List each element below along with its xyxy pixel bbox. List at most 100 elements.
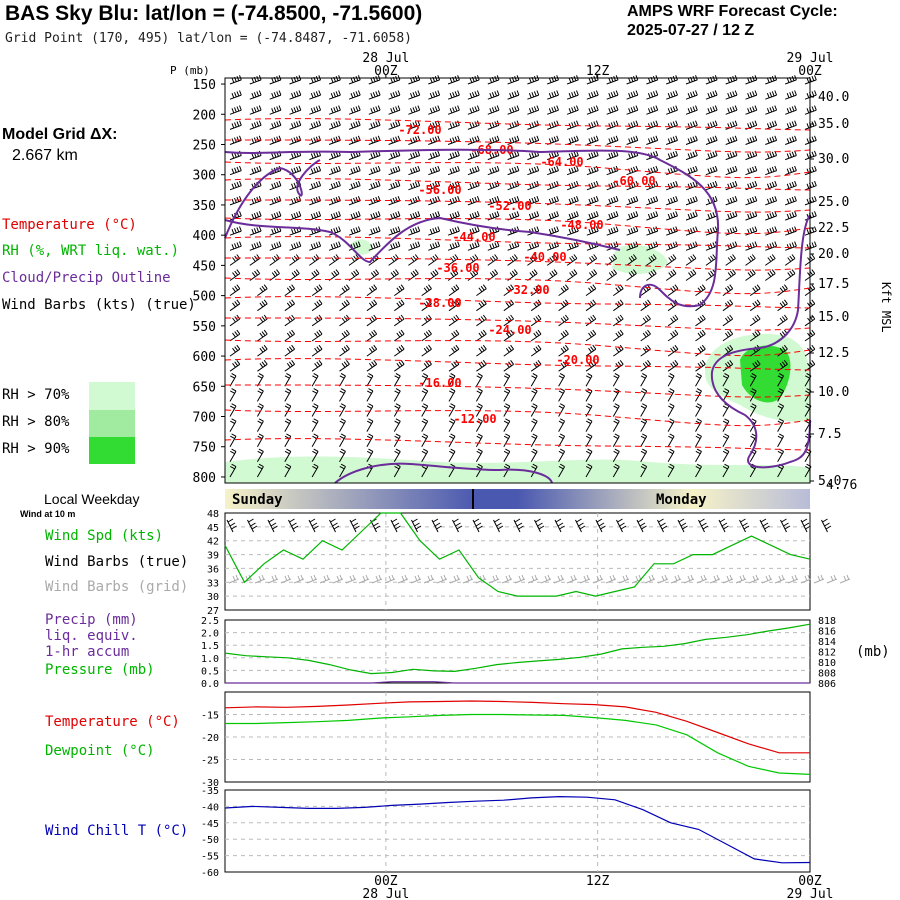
wind-barb	[487, 150, 500, 161]
wind-barb	[368, 90, 381, 100]
wind-barb	[586, 269, 598, 281]
pressure-line	[224, 623, 811, 675]
wind-barb	[626, 180, 639, 191]
wind-barb	[683, 574, 695, 584]
wind-barb	[785, 226, 797, 236]
wind-barb	[408, 180, 421, 191]
wind-barb	[448, 299, 460, 312]
wind-barb	[388, 150, 401, 161]
wind-barb	[503, 388, 511, 402]
wind-barb	[447, 165, 460, 176]
wind-barb	[765, 75, 778, 85]
temperature-contour-line	[224, 277, 811, 295]
wind-barb	[267, 574, 279, 584]
wind-barb	[408, 211, 421, 221]
wind-barb	[745, 269, 756, 281]
wind-barb	[388, 120, 401, 130]
wind-chill-panel-tick-label: -55	[201, 852, 219, 863]
wind-barb	[804, 196, 817, 206]
wind-barb	[821, 518, 832, 533]
wind-barb	[566, 105, 579, 115]
wind-barb	[527, 105, 540, 115]
wind-barb	[612, 373, 620, 387]
wind-barb	[368, 135, 381, 145]
wind-barb	[667, 388, 675, 402]
wind-barb	[503, 344, 514, 357]
wind-barb	[547, 165, 559, 176]
wind-barb	[585, 418, 593, 432]
wind-barb	[839, 574, 851, 584]
wind-barb	[575, 518, 586, 533]
wind-barb	[640, 463, 648, 478]
height-tick-label: 5.0	[818, 474, 841, 489]
wind-barb	[507, 226, 520, 236]
wind-barb	[705, 105, 718, 115]
wind-barb	[618, 574, 630, 584]
wind-barb	[421, 299, 432, 312]
wind-barb	[388, 90, 401, 100]
height-axis-title: Kft MSL	[879, 282, 893, 333]
wind-barb	[695, 373, 702, 387]
wind-barb	[558, 403, 566, 417]
wind-barb	[666, 150, 678, 161]
wind-barb	[428, 196, 441, 206]
wind-barb	[349, 518, 360, 533]
wind-barb	[311, 314, 323, 327]
legend-rh: RH (%, WRT liq. wat.)	[2, 243, 180, 259]
wind-barb	[503, 418, 511, 432]
wind-barb	[784, 269, 796, 281]
wind-barb	[428, 241, 441, 251]
wind-barb	[408, 241, 421, 251]
wind-barb	[467, 150, 480, 161]
wind-barb	[558, 314, 569, 327]
wind-barb	[249, 254, 261, 266]
wind-barb	[507, 211, 520, 221]
wind-barb	[507, 90, 520, 100]
wind-barb	[804, 90, 817, 100]
wind-barb	[626, 226, 639, 236]
wind-barb	[749, 373, 757, 387]
wind-barb	[309, 269, 320, 281]
wind-barb	[370, 518, 381, 533]
wind-barb	[311, 388, 319, 402]
wind-barb	[722, 373, 730, 387]
pressure-tick-label: 200	[193, 108, 216, 123]
wind-barb	[410, 574, 422, 584]
wind-barb	[777, 360, 788, 372]
wind-barb	[785, 211, 797, 221]
wind-barb	[475, 463, 483, 478]
wind-barb	[547, 211, 559, 221]
temperature-panel-tick-label: -15	[201, 711, 219, 722]
wind-barb	[229, 90, 242, 100]
wind-barb	[229, 373, 237, 387]
wind-barb	[229, 388, 237, 402]
wind-barb	[309, 211, 322, 221]
wind-barb	[309, 165, 322, 176]
wind-barb	[448, 344, 460, 357]
wind-barb	[605, 574, 617, 584]
pressure-axis-title: P (mb)	[170, 64, 210, 77]
wind-barb	[269, 75, 282, 85]
wind-barb	[785, 180, 797, 191]
wind-barb	[487, 90, 500, 100]
wind-barb	[558, 373, 566, 387]
wind-barb	[501, 574, 513, 584]
wind-barb	[366, 284, 378, 297]
wind-barb	[229, 360, 241, 372]
wind-barb	[447, 90, 460, 100]
wind-barb	[388, 180, 401, 191]
wind-barb	[487, 75, 500, 85]
wind-barb	[289, 105, 302, 115]
wind-barb	[745, 150, 758, 161]
wind-barb	[467, 120, 480, 130]
legend-temperature: Temperature (°C)	[2, 217, 137, 233]
wind-barb	[698, 518, 709, 533]
wind-barb	[613, 329, 624, 342]
wind-barb	[666, 105, 678, 115]
wind-barb	[472, 518, 483, 533]
wind-barb	[745, 165, 758, 176]
wind-barb	[705, 120, 718, 130]
wind-barb	[685, 241, 698, 251]
height-tick-label: 22.5	[818, 221, 849, 236]
wind-barb	[606, 135, 619, 145]
